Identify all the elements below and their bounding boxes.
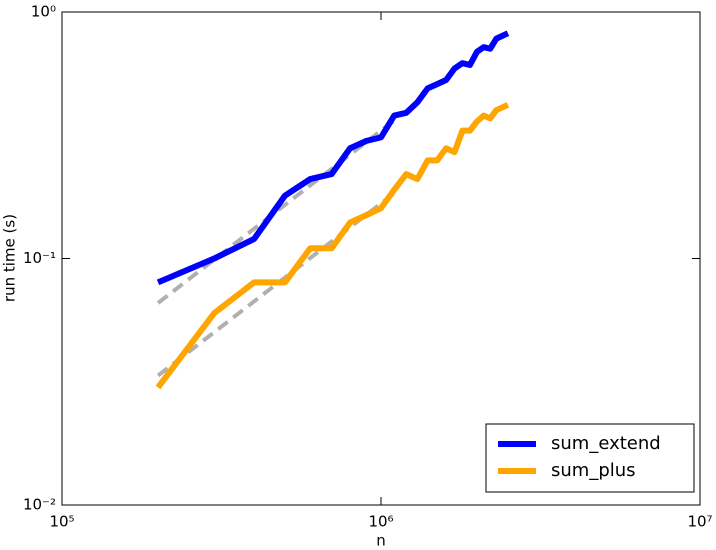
y-tick-label: 10⁻¹ xyxy=(23,249,56,267)
legend-label: sum_extend xyxy=(551,433,661,454)
x-tick-label: 10⁷ xyxy=(687,513,712,531)
y-tick-label: 10⁰ xyxy=(31,3,56,21)
legend-box xyxy=(485,423,695,493)
x-axis-label: n xyxy=(376,532,386,550)
y-axis-label: run time (s) xyxy=(1,214,19,302)
fit-line xyxy=(156,118,396,305)
x-tick-label: 10⁶ xyxy=(368,513,393,531)
y-tick-label: 10⁻² xyxy=(23,496,56,514)
plot-frame xyxy=(61,11,701,506)
series-line xyxy=(156,30,510,286)
legend-label: sum_plus xyxy=(551,460,636,481)
series-line xyxy=(155,102,510,390)
x-tick-label: 10⁵ xyxy=(49,513,74,531)
